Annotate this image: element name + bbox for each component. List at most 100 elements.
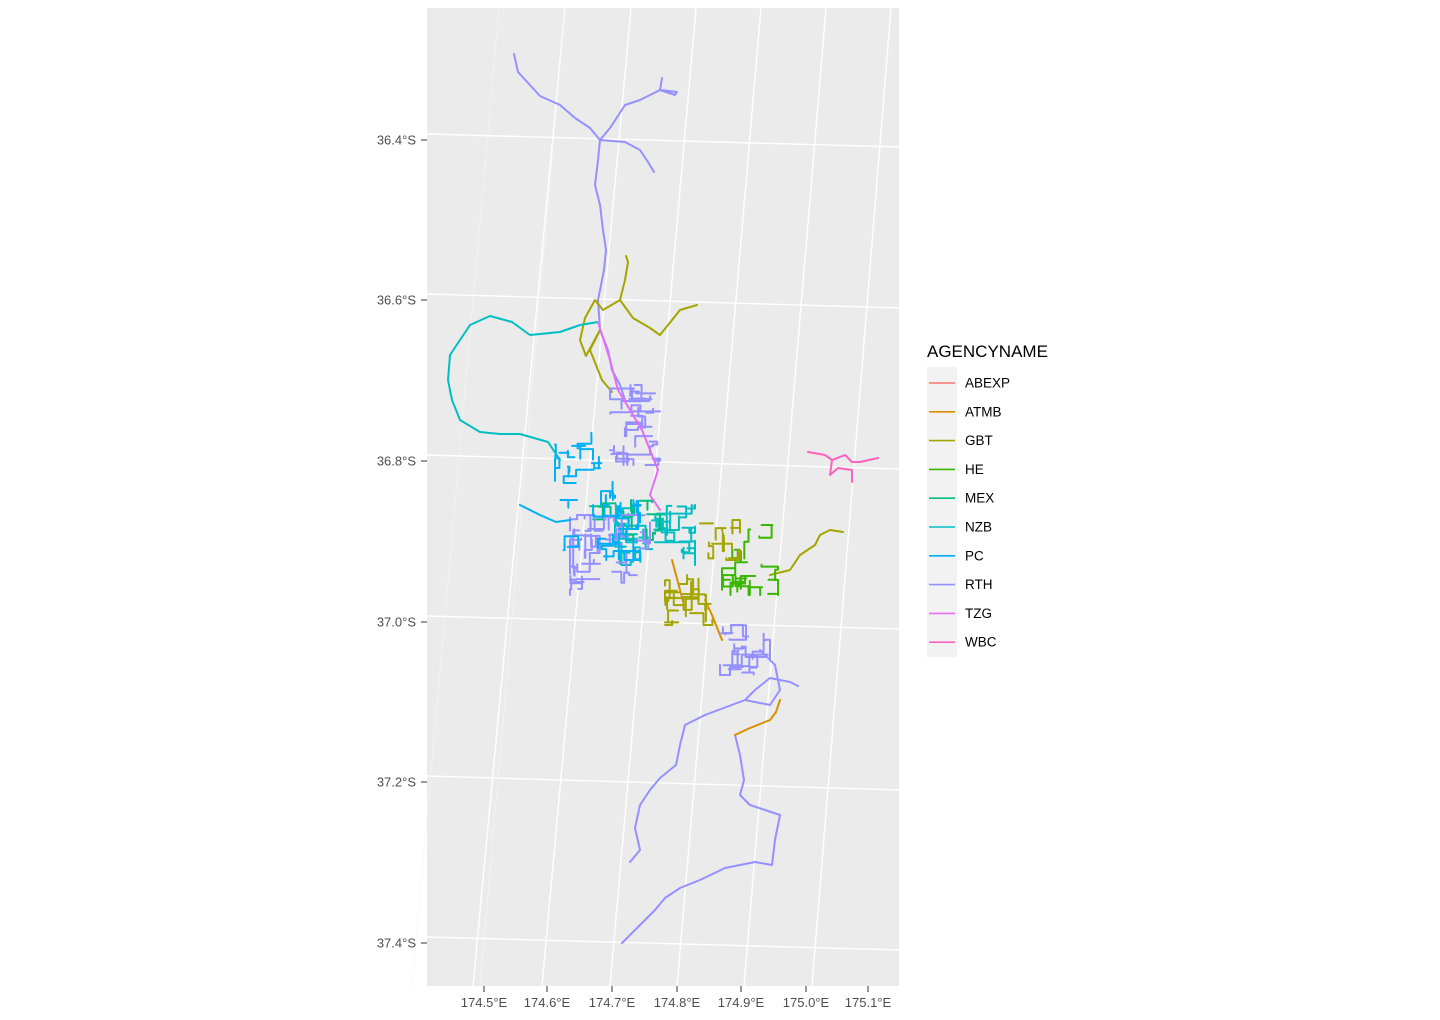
y-tick-label: 37.4°S [377, 936, 417, 951]
parallel-line [426, 293, 900, 309]
route-pc [600, 544, 614, 561]
route-rth [609, 387, 636, 410]
route-rth [721, 626, 734, 636]
route-atmb [734, 699, 781, 736]
route-gbt [589, 329, 613, 393]
route-pc [562, 535, 580, 552]
route-rth [578, 514, 596, 517]
meridian-line [743, 7, 827, 987]
route-pc [623, 538, 641, 561]
route-rth [629, 414, 653, 428]
parallel-line [426, 133, 900, 148]
route-rth [621, 398, 653, 402]
route-rth [572, 528, 605, 548]
route-pc [596, 537, 621, 549]
route-pc [614, 505, 630, 530]
route-gbt [725, 549, 741, 561]
plot-panel [427, 8, 899, 986]
route-he [721, 575, 731, 591]
route-he [743, 528, 752, 560]
x-tick-label: 174.7°E [589, 995, 636, 1010]
route-pc [618, 515, 640, 530]
route-nzb [686, 504, 696, 510]
route-pc [554, 443, 557, 458]
legend-key-background [927, 367, 957, 657]
route-rth [572, 579, 585, 584]
route-rth [599, 139, 655, 173]
route-rth [640, 521, 651, 545]
y-axis: 36.4°S 36.6°S 36.8°S 37.0°S 37.2°S 37.4°S [377, 133, 427, 951]
legend-label-rth: RTH [965, 577, 993, 592]
route-nzb [678, 540, 696, 566]
x-axis: 174.5°E 174.6°E 174.7°E 174.8°E 174.9°E 175.0… [461, 986, 892, 1010]
legend-label-wbc: WBC [965, 635, 997, 650]
parallel-line [426, 615, 900, 630]
parallel-line [426, 454, 900, 470]
route-rth [633, 384, 656, 395]
route-pc [603, 550, 641, 560]
route-gbt [714, 527, 727, 541]
meridian-line [676, 7, 762, 987]
route-pc [603, 501, 622, 517]
y-tick-label: 37.2°S [377, 775, 417, 790]
route-pc [590, 455, 603, 470]
route-rth [633, 539, 650, 550]
parallel-line [426, 936, 900, 951]
legend-label-abexp: ABEXP [965, 376, 1010, 391]
route-pc [632, 499, 641, 517]
route-pc [566, 465, 571, 478]
minor-meridian [411, 7, 500, 987]
y-tick-label: 36.4°S [377, 133, 417, 148]
route-pc [576, 431, 593, 450]
route-wbc [807, 451, 879, 463]
route-rth [621, 734, 781, 944]
route-mex [646, 513, 661, 532]
route-pc [609, 491, 616, 501]
route-gbt [664, 620, 674, 626]
route-nzb [676, 505, 688, 532]
route-rth [636, 407, 661, 414]
legend-title: AGENCYNAME [927, 342, 1048, 361]
route-rth [740, 645, 766, 658]
route-he [750, 586, 764, 596]
route-gbt [689, 612, 714, 626]
route-gbt [731, 519, 741, 535]
route-rth [596, 514, 615, 531]
route-pc [558, 449, 576, 459]
route-pc [562, 468, 595, 484]
meridian-line [811, 7, 892, 987]
route-pc [554, 457, 561, 482]
x-tick-label: 174.6°E [524, 995, 571, 1010]
meridian-line [609, 7, 697, 987]
route-rth [764, 638, 771, 661]
route-gbt [769, 529, 844, 576]
graticule [411, 7, 900, 987]
route-tzg [597, 321, 661, 511]
route-rth [572, 529, 581, 569]
y-tick-label: 37.0°S [377, 615, 417, 630]
route-he [721, 566, 737, 586]
route-rth [576, 562, 601, 573]
route-pc [618, 528, 628, 548]
route-lines [447, 53, 879, 944]
route-nzb [681, 525, 696, 541]
route-gbt [664, 609, 680, 624]
route-pc [559, 499, 579, 509]
route-nzb [447, 315, 599, 461]
legend-label-pc: PC [965, 548, 984, 563]
route-rth [719, 663, 744, 676]
route-mex [638, 499, 654, 511]
y-tick-label: 36.6°S [377, 293, 417, 308]
route-mex [589, 505, 612, 515]
legend: AGENCYNAME ABEXP ATMB GBT HE MEX NZB PC RTH TZG W… [927, 342, 1048, 657]
meridian-line [541, 7, 632, 987]
legend-label-tzg: TZG [965, 606, 992, 621]
route-rth [569, 580, 573, 596]
route-gbt [678, 574, 695, 595]
x-tick-label: 175.1°E [845, 995, 892, 1010]
route-wbc [829, 459, 853, 483]
route-rth [727, 650, 742, 671]
meridian-line [472, 7, 566, 987]
route-gbt [682, 580, 693, 611]
